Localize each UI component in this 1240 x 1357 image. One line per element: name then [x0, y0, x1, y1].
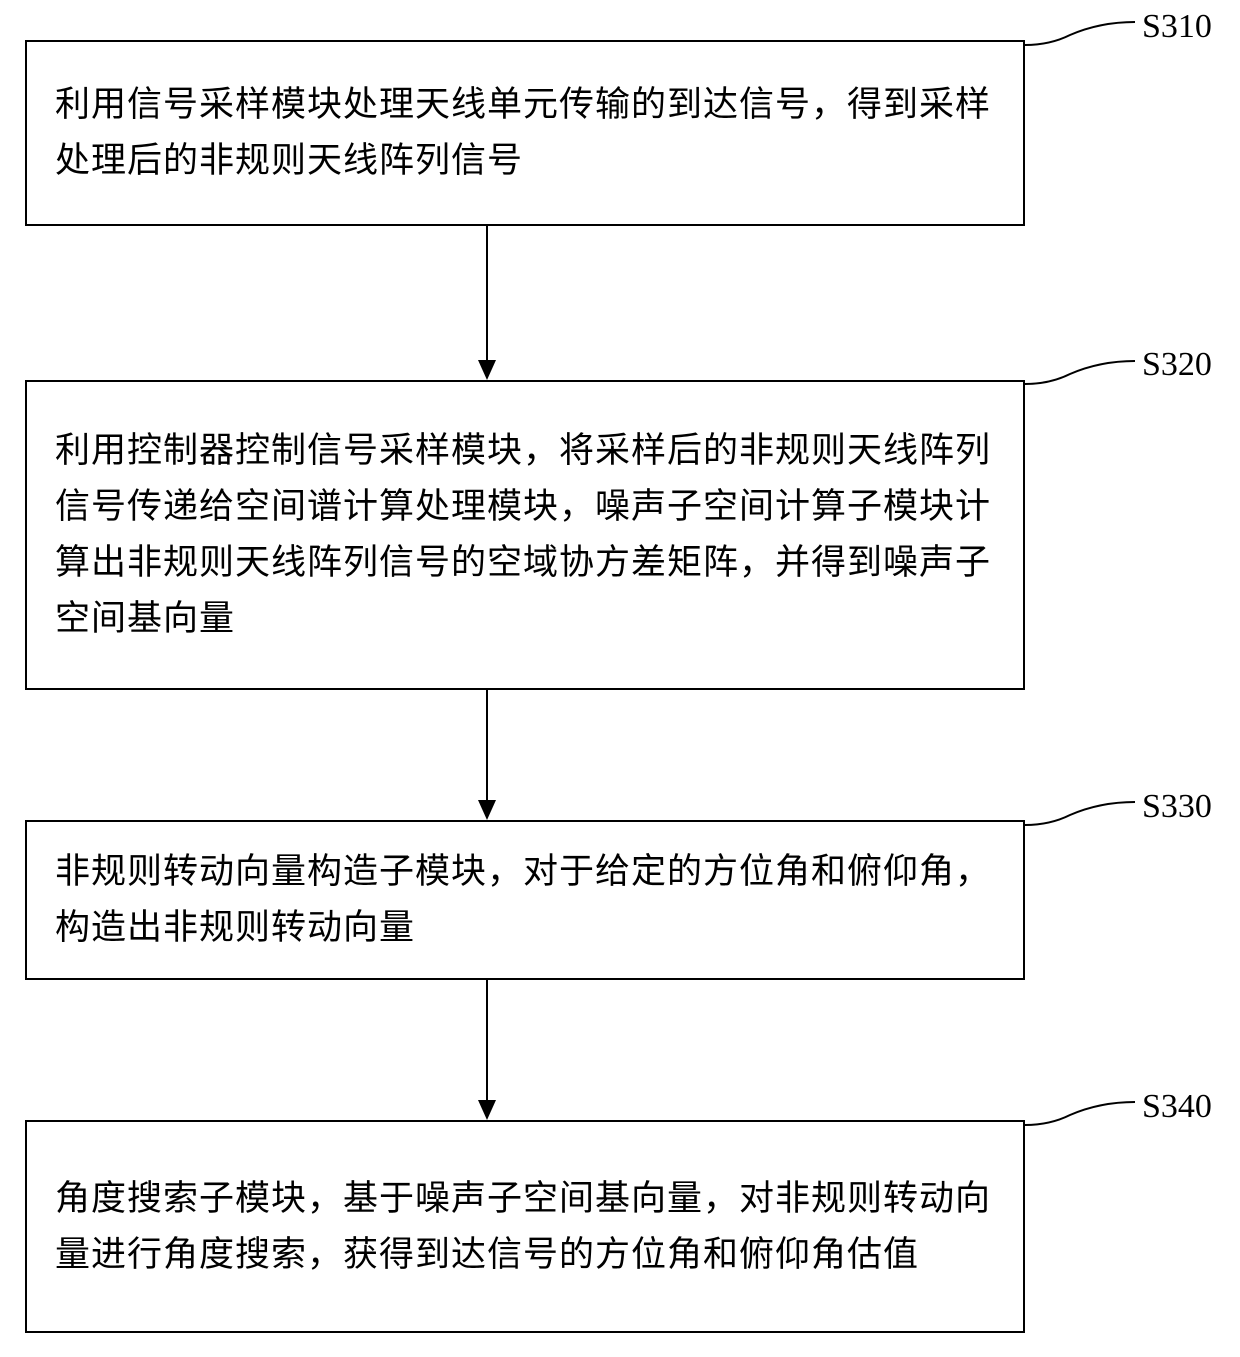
step-label-s310: S310 — [1142, 8, 1212, 46]
step-label-s340: S340 — [1142, 1088, 1212, 1126]
step-label-s320: S320 — [1142, 346, 1212, 384]
leader-s310 — [0, 0, 1240, 100]
step-label-s330: S330 — [1142, 788, 1212, 826]
leader-s330 — [0, 780, 1240, 880]
flow-node-s320-text: 利用控制器控制信号采样模块，将采样后的非规则天线阵列信号传递给空间谱计算处理模块… — [55, 423, 995, 647]
flow-node-s340-text: 角度搜索子模块，基于噪声子空间基向量，对非规则转动向量进行角度搜索，获得到达信号… — [55, 1171, 995, 1283]
leader-s320 — [0, 340, 1240, 440]
leader-s340 — [0, 1080, 1240, 1180]
